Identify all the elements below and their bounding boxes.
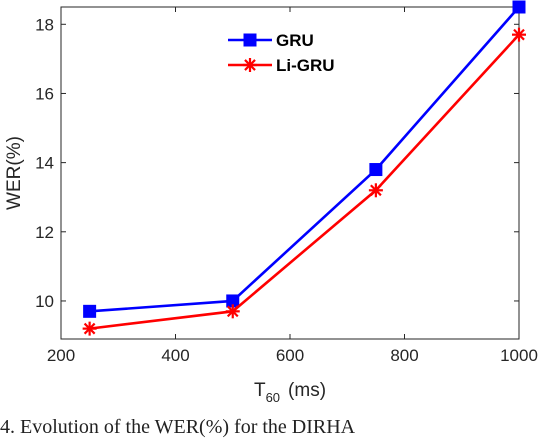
x-tick-label: 200 [47, 346, 75, 365]
x-axis-label-unit: (ms) [288, 380, 326, 401]
x-tick-label: 400 [161, 346, 189, 365]
data-point [368, 183, 383, 198]
y-tick-label: 14 [35, 154, 54, 173]
legend-item-gru: GRU [228, 31, 314, 50]
data-point [369, 163, 383, 177]
x-axis: 200 400 600 800 1000 [47, 7, 538, 365]
legend: GRU Li-GRU [228, 31, 335, 75]
data-point [83, 304, 97, 318]
series-li-gru [82, 27, 526, 336]
data-point [512, 27, 526, 42]
x-tick-label: 1000 [500, 346, 538, 365]
x-axis-label: T60 (ms) [254, 380, 326, 405]
series-layer [82, 0, 526, 336]
data-point [225, 304, 240, 319]
x-tick-label: 800 [390, 346, 418, 365]
y-tick-label: 12 [35, 223, 54, 242]
legend-label: GRU [276, 31, 314, 50]
y-axis-label: WER(%) [4, 136, 25, 210]
data-point [82, 321, 97, 336]
figure-caption: 4. Evolution of the WER(%) for the DIRHA [0, 416, 356, 438]
data-point [512, 0, 526, 14]
legend-item-li-gru: Li-GRU [228, 56, 335, 75]
y-axis: 10 12 14 16 18 [35, 15, 519, 311]
x-tick-label: 600 [276, 346, 304, 365]
x-axis-label-subscript: 60 [266, 390, 280, 405]
y-tick-label: 18 [35, 15, 54, 34]
legend-marker [243, 33, 257, 47]
series-line [89, 33, 520, 330]
line-chart: 200 400 600 800 1000 10 12 14 16 18 WER(%) T60 (m… [4, 0, 538, 405]
x-axis-label-main: T [254, 380, 266, 401]
y-tick-label: 16 [35, 84, 54, 103]
legend-label: Li-GRU [276, 56, 335, 75]
y-tick-label: 10 [35, 292, 54, 311]
legend-marker [243, 58, 257, 72]
series-line [89, 6, 520, 313]
